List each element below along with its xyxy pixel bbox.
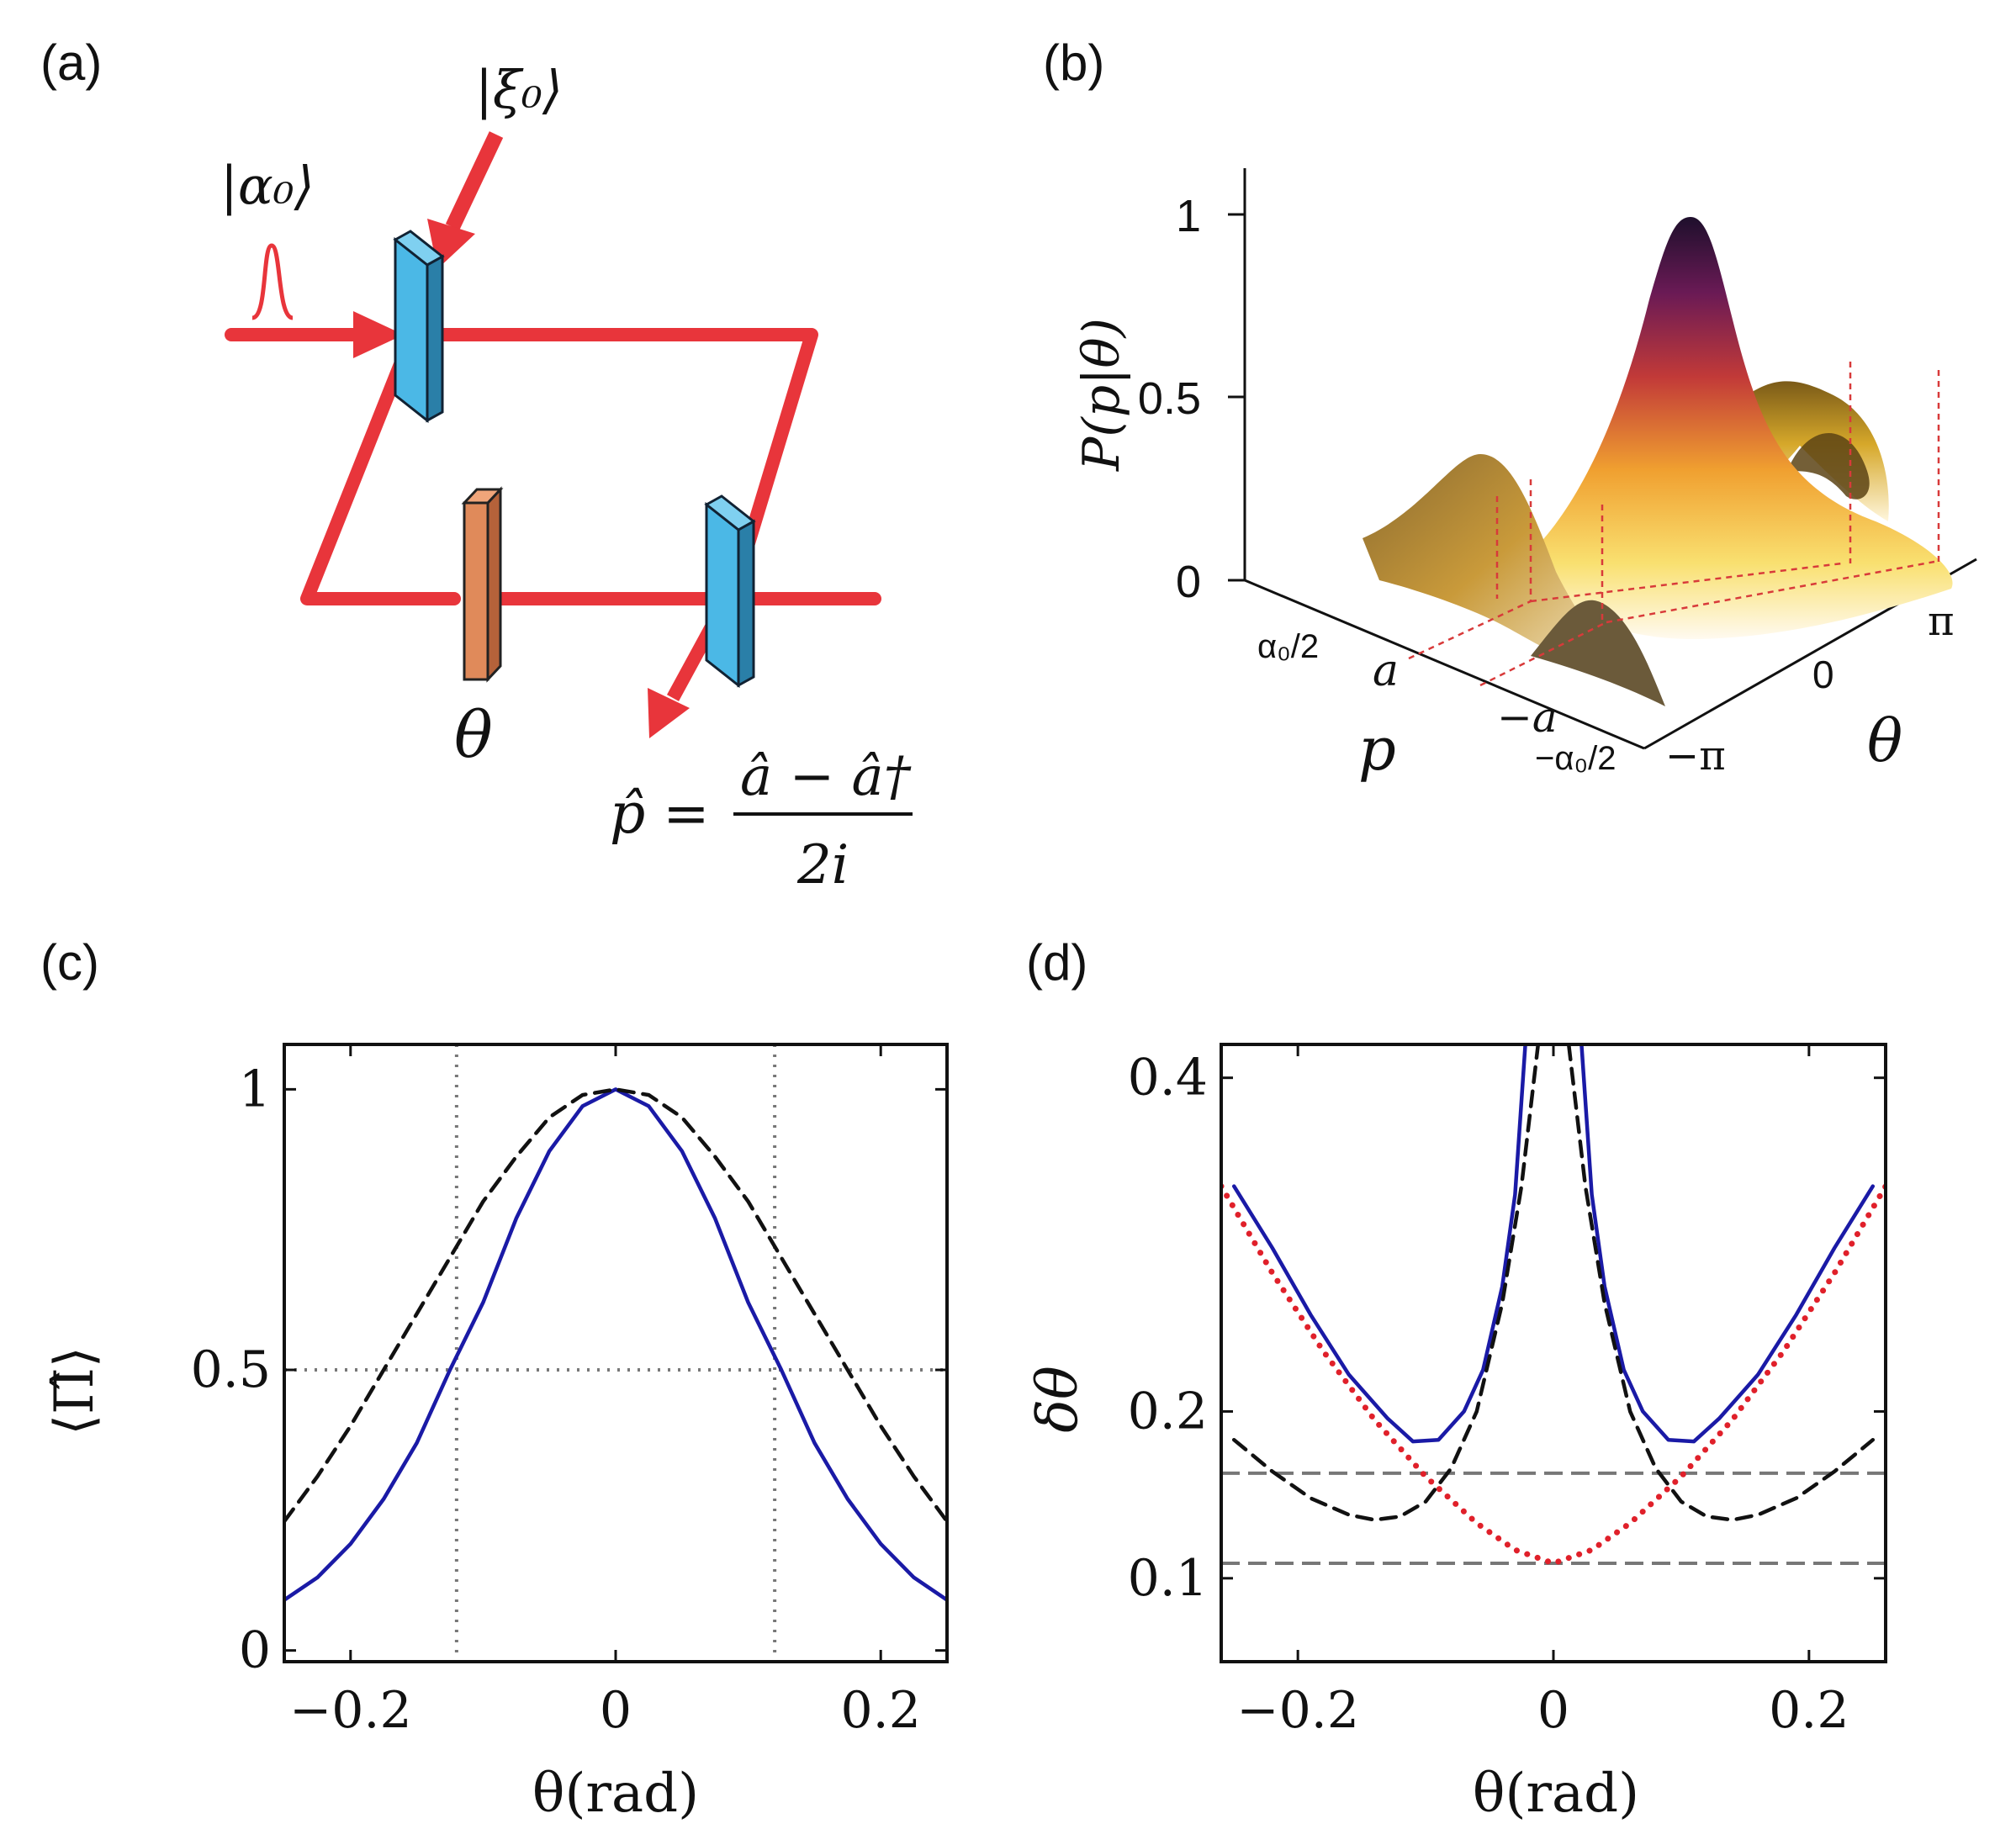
chart-d: −0.2 0 0.2 0.1 0.2 0.4 δθ θ(rad) (1025, 1043, 1887, 1825)
c-frame (283, 1043, 949, 1663)
z-tick-0: 0 (1176, 557, 1201, 607)
d-xtick-label-1: 0 (1537, 1681, 1569, 1740)
p-tick-minus-a: −a (1497, 693, 1558, 742)
phase-label: θ (454, 697, 493, 772)
theta-tick-minus-pi: −π (1665, 732, 1726, 780)
squeezed-input-arrow (445, 131, 504, 230)
d-ylabel: δθ (1025, 1366, 1090, 1432)
theta-axis-label: θ (1867, 706, 1902, 775)
panel-label-a: (a) (40, 34, 103, 91)
operator-lhs: p̂ = (610, 781, 710, 846)
projection-guides (1408, 362, 1940, 687)
theta-tick-pi: π (1928, 598, 1955, 645)
input-state-label: |α₀⟩ (220, 155, 315, 216)
input-arrow-icon (353, 311, 404, 358)
c-xtick-label-2: 0.2 (840, 1681, 920, 1740)
d-series-solid-left (1231, 1044, 1527, 1444)
c-xtick-label-1: 0 (600, 1681, 632, 1740)
c-series-dashed (284, 1087, 947, 1524)
d-series-dashed-left (1231, 1044, 1541, 1522)
c-ytick-label-1: 0.5 (191, 1340, 271, 1399)
theta-tick-0: 0 (1812, 653, 1834, 696)
probability-surface-plot: P(p|θ) 1 0.5 0 α₀/2 a −a −α₀/2 p π 0 −π … (1072, 168, 1977, 784)
z-axis-label: P(p|θ) (1072, 318, 1131, 472)
beam-splitter-1 (393, 230, 445, 424)
d-series-solid-right (1579, 1044, 1876, 1444)
d-series-red-dotted (1221, 1183, 1886, 1567)
phase-plate (461, 486, 504, 683)
p-tick-a: a (1373, 646, 1399, 696)
c-ytick-label-0: 0 (239, 1621, 271, 1680)
p-tick-alpha-half: α₀/2 (1257, 628, 1319, 665)
p-axis-label: p (1358, 715, 1396, 784)
chart-c: −0.2 0 0.2 0 0.5 1 ⟨Π̂⟩ θ(rad) (44, 1043, 949, 1825)
interferometer-diagram: |α₀⟩ |ξ₀⟩ θ p̂ = â − â† 2i (220, 59, 913, 896)
surface-right-ridge-inner (1787, 433, 1870, 500)
output-arrow-head-icon (648, 688, 690, 738)
operator-numerator: â − â† (740, 746, 912, 808)
d-xtick-label-0: −0.2 (1236, 1681, 1359, 1740)
d-ytick-label-1: 0.2 (1128, 1382, 1208, 1441)
surface-central-peak (1497, 217, 1953, 639)
d-ytick-label-0: 0.1 (1128, 1549, 1208, 1608)
squeezed-state-label: |ξ₀⟩ (475, 59, 563, 120)
d-ytick-label-2: 0.4 (1128, 1049, 1208, 1108)
pulse-icon (251, 243, 294, 320)
d-xlabel: θ(rad) (1473, 1763, 1639, 1825)
z-tick-1: 1 (1176, 191, 1201, 241)
c-series-solid (284, 1087, 947, 1602)
p-tick-minus-alpha-half: −α₀/2 (1535, 740, 1616, 777)
c-ytick-label-2: 1 (239, 1060, 271, 1118)
c-xlabel: θ(rad) (532, 1763, 699, 1825)
panel-label-b: (b) (1043, 34, 1105, 91)
beam-splitter-2 (704, 494, 756, 689)
d-series-dashed-right (1566, 1044, 1876, 1522)
d-xtick-label-2: 0.2 (1769, 1681, 1849, 1740)
d-frame (1220, 1043, 1887, 1663)
c-xtick-label-0: −0.2 (289, 1681, 412, 1740)
laser-beam-path (225, 328, 881, 605)
z-tick-half: 0.5 (1138, 373, 1201, 424)
surface-front-lobe (1531, 600, 1665, 706)
panel-label-d: (d) (1026, 934, 1088, 991)
surface-left-ridge (1363, 454, 1615, 673)
panel-label-c: (c) (40, 934, 99, 991)
c-ylabel: ⟨Π̂⟩ (44, 1346, 106, 1435)
operator-denominator: 2i (796, 834, 849, 896)
